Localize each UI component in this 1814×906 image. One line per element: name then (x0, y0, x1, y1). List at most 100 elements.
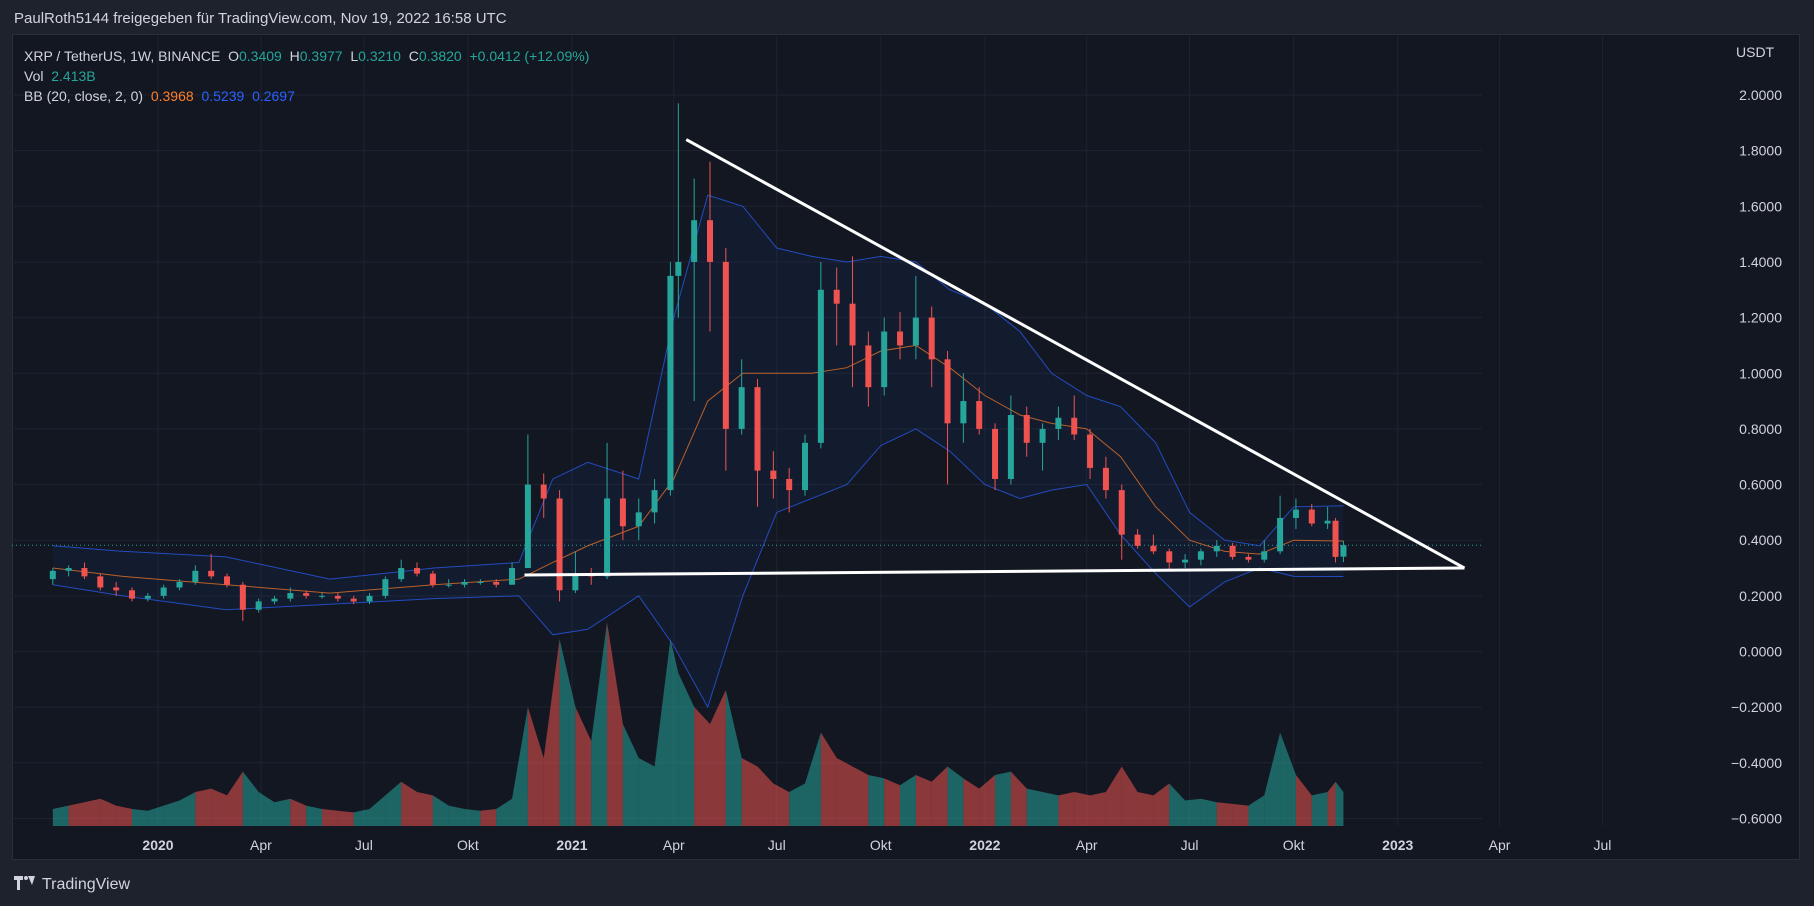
candle-body (1150, 545, 1157, 552)
candle-body (224, 576, 230, 585)
candle-body (897, 331, 904, 346)
volume-segment (1121, 766, 1138, 826)
volume-segment (1010, 771, 1027, 826)
volume-segment (1090, 792, 1106, 826)
y-tick-label: −0.4000 (1731, 755, 1782, 771)
volume-segment (1216, 802, 1233, 826)
candle-body (1324, 520, 1331, 524)
candle-body (49, 570, 56, 580)
x-tick-label: Jul (768, 837, 786, 853)
volume-segment (725, 690, 742, 826)
candle-body (912, 317, 919, 346)
y-tick-label: 1.6000 (1739, 198, 1782, 214)
volume-segment (337, 810, 354, 826)
vol-label: Vol (24, 68, 44, 84)
candle-body (540, 484, 547, 499)
legend-bb-row[interactable]: BB (20, close, 2, 0) 0.3968 0.5239 0.269… (24, 86, 589, 106)
volume-segment (1232, 803, 1249, 826)
price-axis: 2.0000 1.8000 1.6000 1.4000 1.2000 1.0000 0.80… (1731, 87, 1782, 826)
volume-segment (1295, 775, 1312, 826)
volume-segment (147, 805, 164, 826)
candle-body (1007, 414, 1014, 479)
vol-value: 2.413B (51, 68, 96, 84)
candle-body (556, 498, 563, 591)
volume-segment (179, 792, 196, 826)
volume-segment (947, 766, 964, 826)
tradingview-logo-icon (14, 874, 36, 895)
candle-body (1023, 414, 1030, 443)
candle-body (667, 275, 674, 491)
volume-segment (401, 781, 418, 826)
volume-segment (773, 783, 790, 826)
candle-body (992, 428, 999, 479)
candle-body (604, 498, 611, 577)
candle-body (81, 568, 88, 577)
c-label: C (408, 48, 419, 64)
candle-body (287, 593, 294, 599)
volume-segment (995, 771, 1011, 826)
bb-basis-value: 0.3968 (150, 88, 194, 104)
bb-lower-value: 0.2697 (252, 88, 295, 104)
brand[interactable]: TradingView (14, 874, 130, 895)
volume-segment (1137, 792, 1154, 826)
volume-segment (852, 766, 869, 826)
candle-body (928, 317, 935, 360)
h-value: 0.3977 (299, 48, 343, 64)
attribution-bar: PaulRoth5144 freigegeben für TradingView… (0, 0, 1814, 34)
volume-segment (963, 778, 980, 826)
volume-segment (274, 798, 291, 826)
candle-body (445, 584, 452, 586)
candle-body (334, 595, 341, 599)
candle-body (144, 595, 151, 599)
y-tick-label: 1.4000 (1739, 254, 1782, 270)
y-tick-label: 0.0000 (1739, 644, 1782, 660)
volume-segment (131, 809, 148, 826)
bollinger-basis-line (52, 344, 1344, 594)
x-tick-label: Okt (1283, 837, 1305, 853)
legend-volume-row[interactable]: Vol 2.413B (24, 66, 589, 86)
candle-body (881, 331, 888, 388)
volume-segment (512, 707, 528, 826)
candle-body (524, 484, 531, 569)
volume-segment (527, 707, 544, 826)
trendline (685, 138, 1466, 570)
y-tick-label: 2.0000 (1739, 87, 1782, 103)
chart-frame[interactable] (12, 34, 1800, 860)
bollinger-upper-line (52, 194, 1344, 580)
x-tick-label: 2023 (1382, 837, 1413, 853)
volume-segment (900, 775, 916, 826)
volume-segment (116, 805, 132, 826)
y-tick-label: 1.2000 (1739, 310, 1782, 326)
candle-body (1308, 509, 1315, 524)
legend-ohlc-row[interactable]: XRP / TetherUS, 1W, BINANCE O0.3409 H0.3… (24, 46, 589, 66)
x-tick-label: Apr (1076, 837, 1098, 853)
candle-body (675, 261, 682, 276)
x-tick-label: 2020 (142, 837, 173, 853)
candle-body (113, 587, 120, 591)
volume-segment (654, 639, 671, 826)
bb-label: BB (20, close, 2, 0) (24, 88, 144, 104)
l-value: 0.3210 (358, 48, 401, 64)
candle-body (493, 581, 500, 585)
time-axis: 2020 Apr Jul Okt 2021 Apr Jul Okt 2022 Apr Jul Okt 2… (142, 837, 1611, 853)
y-tick-label: 0.4000 (1739, 532, 1782, 548)
volume-segment (68, 802, 85, 826)
candles (49, 103, 1347, 621)
c-value: 0.3820 (418, 48, 462, 64)
volume-segment (353, 809, 370, 826)
candle-body (414, 568, 421, 574)
candle-body (1039, 428, 1046, 443)
candle-body (833, 289, 840, 304)
candle-body (65, 568, 72, 571)
symbol-label[interactable]: XRP / TetherUS, 1W, BINANCE (24, 48, 221, 64)
volume-segment (84, 798, 101, 826)
x-tick-label: Jul (355, 837, 373, 853)
candle-body (770, 470, 777, 479)
candle-body (208, 570, 215, 577)
volume-segment (1169, 783, 1186, 826)
candle-body (303, 593, 310, 596)
l-label: L (350, 48, 359, 64)
y-tick-label: 0.8000 (1739, 421, 1782, 437)
candle-body (619, 498, 626, 527)
